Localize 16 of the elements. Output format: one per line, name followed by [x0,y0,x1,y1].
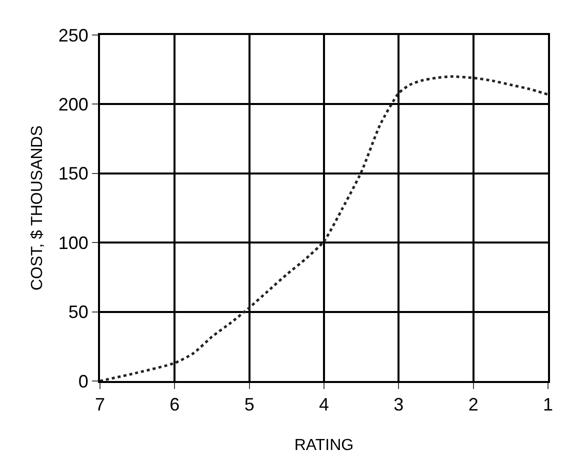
y-tick-label: 200 [58,94,88,114]
x-axis-title: RATING [294,436,354,454]
y-tick-label: 250 [58,25,88,46]
x-tick-label: 6 [170,394,180,415]
y-tick-label: 0 [78,371,88,392]
x-tick-label: 3 [394,394,404,415]
y-tick-label: 50 [68,302,88,322]
y-axis-title: COST, $ THOUSANDS [28,125,46,291]
x-tick-label: 7 [94,394,106,415]
y-tick-label: 100 [58,232,88,253]
x-tick-label: 2 [468,394,478,415]
y-tick-label: 150 [58,164,88,184]
x-tick-label: 5 [244,394,254,415]
x-tick-label: 4 [318,394,330,415]
line-series [100,75,548,381]
x-tick-label: 1 [542,394,554,415]
